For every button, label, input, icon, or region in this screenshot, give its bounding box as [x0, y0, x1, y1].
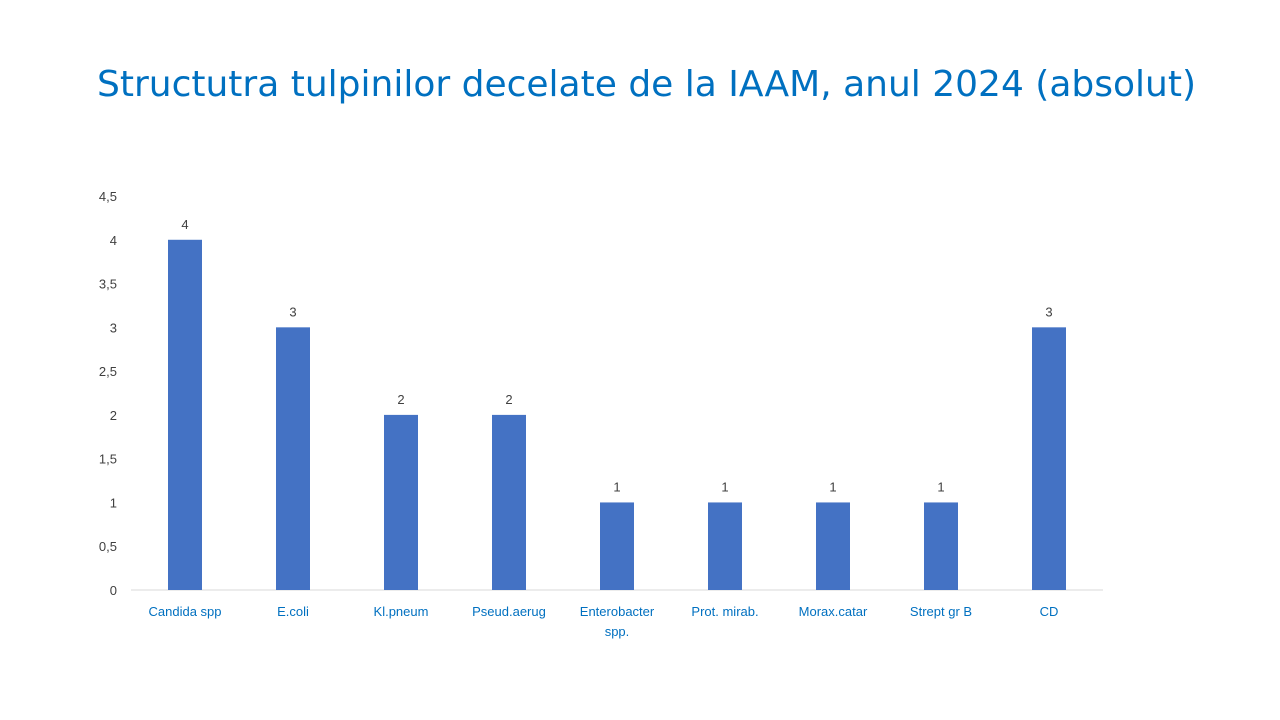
data-label: 1 [937, 479, 944, 494]
bar [492, 414, 526, 590]
x-axis-tick-label: Candida spp [149, 604, 222, 619]
bar [708, 502, 742, 590]
data-label: 2 [397, 392, 404, 407]
x-axis-tick-label: Pseud.aerug [472, 604, 546, 619]
x-axis-tick-label: CD [1040, 604, 1059, 619]
y-axis-tick-label: 3,5 [99, 277, 117, 292]
bar [816, 502, 850, 590]
y-axis-tick-label: 4 [110, 233, 117, 248]
y-axis-tick-label: 2 [110, 408, 117, 423]
data-label: 3 [289, 304, 296, 319]
x-axis-tick-label: Morax.catar [799, 604, 868, 619]
data-label: 4 [181, 217, 188, 232]
bar [384, 414, 418, 590]
bar [1032, 327, 1066, 590]
y-axis-tick-label: 4,5 [99, 189, 117, 204]
slide-title: Structutra tulpinilor decelate de la IAA… [97, 64, 1197, 105]
data-label: 2 [505, 392, 512, 407]
x-axis-tick-label: Kl.pneum [374, 604, 429, 619]
y-axis-tick-label: 2,5 [99, 364, 117, 379]
data-label: 1 [829, 479, 836, 494]
data-label: 1 [721, 479, 728, 494]
bar [924, 502, 958, 590]
x-axis-tick-label: Strept gr B [910, 604, 972, 619]
data-label: 3 [1045, 304, 1052, 319]
bar [276, 327, 310, 590]
bar [168, 239, 202, 590]
x-axis-tick-label: Enterobacter spp. [580, 604, 655, 639]
y-axis-tick-label: 1,5 [99, 452, 117, 467]
y-axis-tick-label: 3 [110, 320, 117, 335]
y-axis-tick-label: 0 [110, 583, 117, 598]
y-axis-tick-label: 1 [110, 495, 117, 510]
x-axis-tick-label: E.coli [277, 604, 309, 619]
y-axis-tick-label: 0,5 [99, 539, 117, 554]
x-axis-tick-label: Prot. mirab. [691, 604, 758, 619]
bar [600, 502, 634, 590]
data-label: 1 [613, 479, 620, 494]
